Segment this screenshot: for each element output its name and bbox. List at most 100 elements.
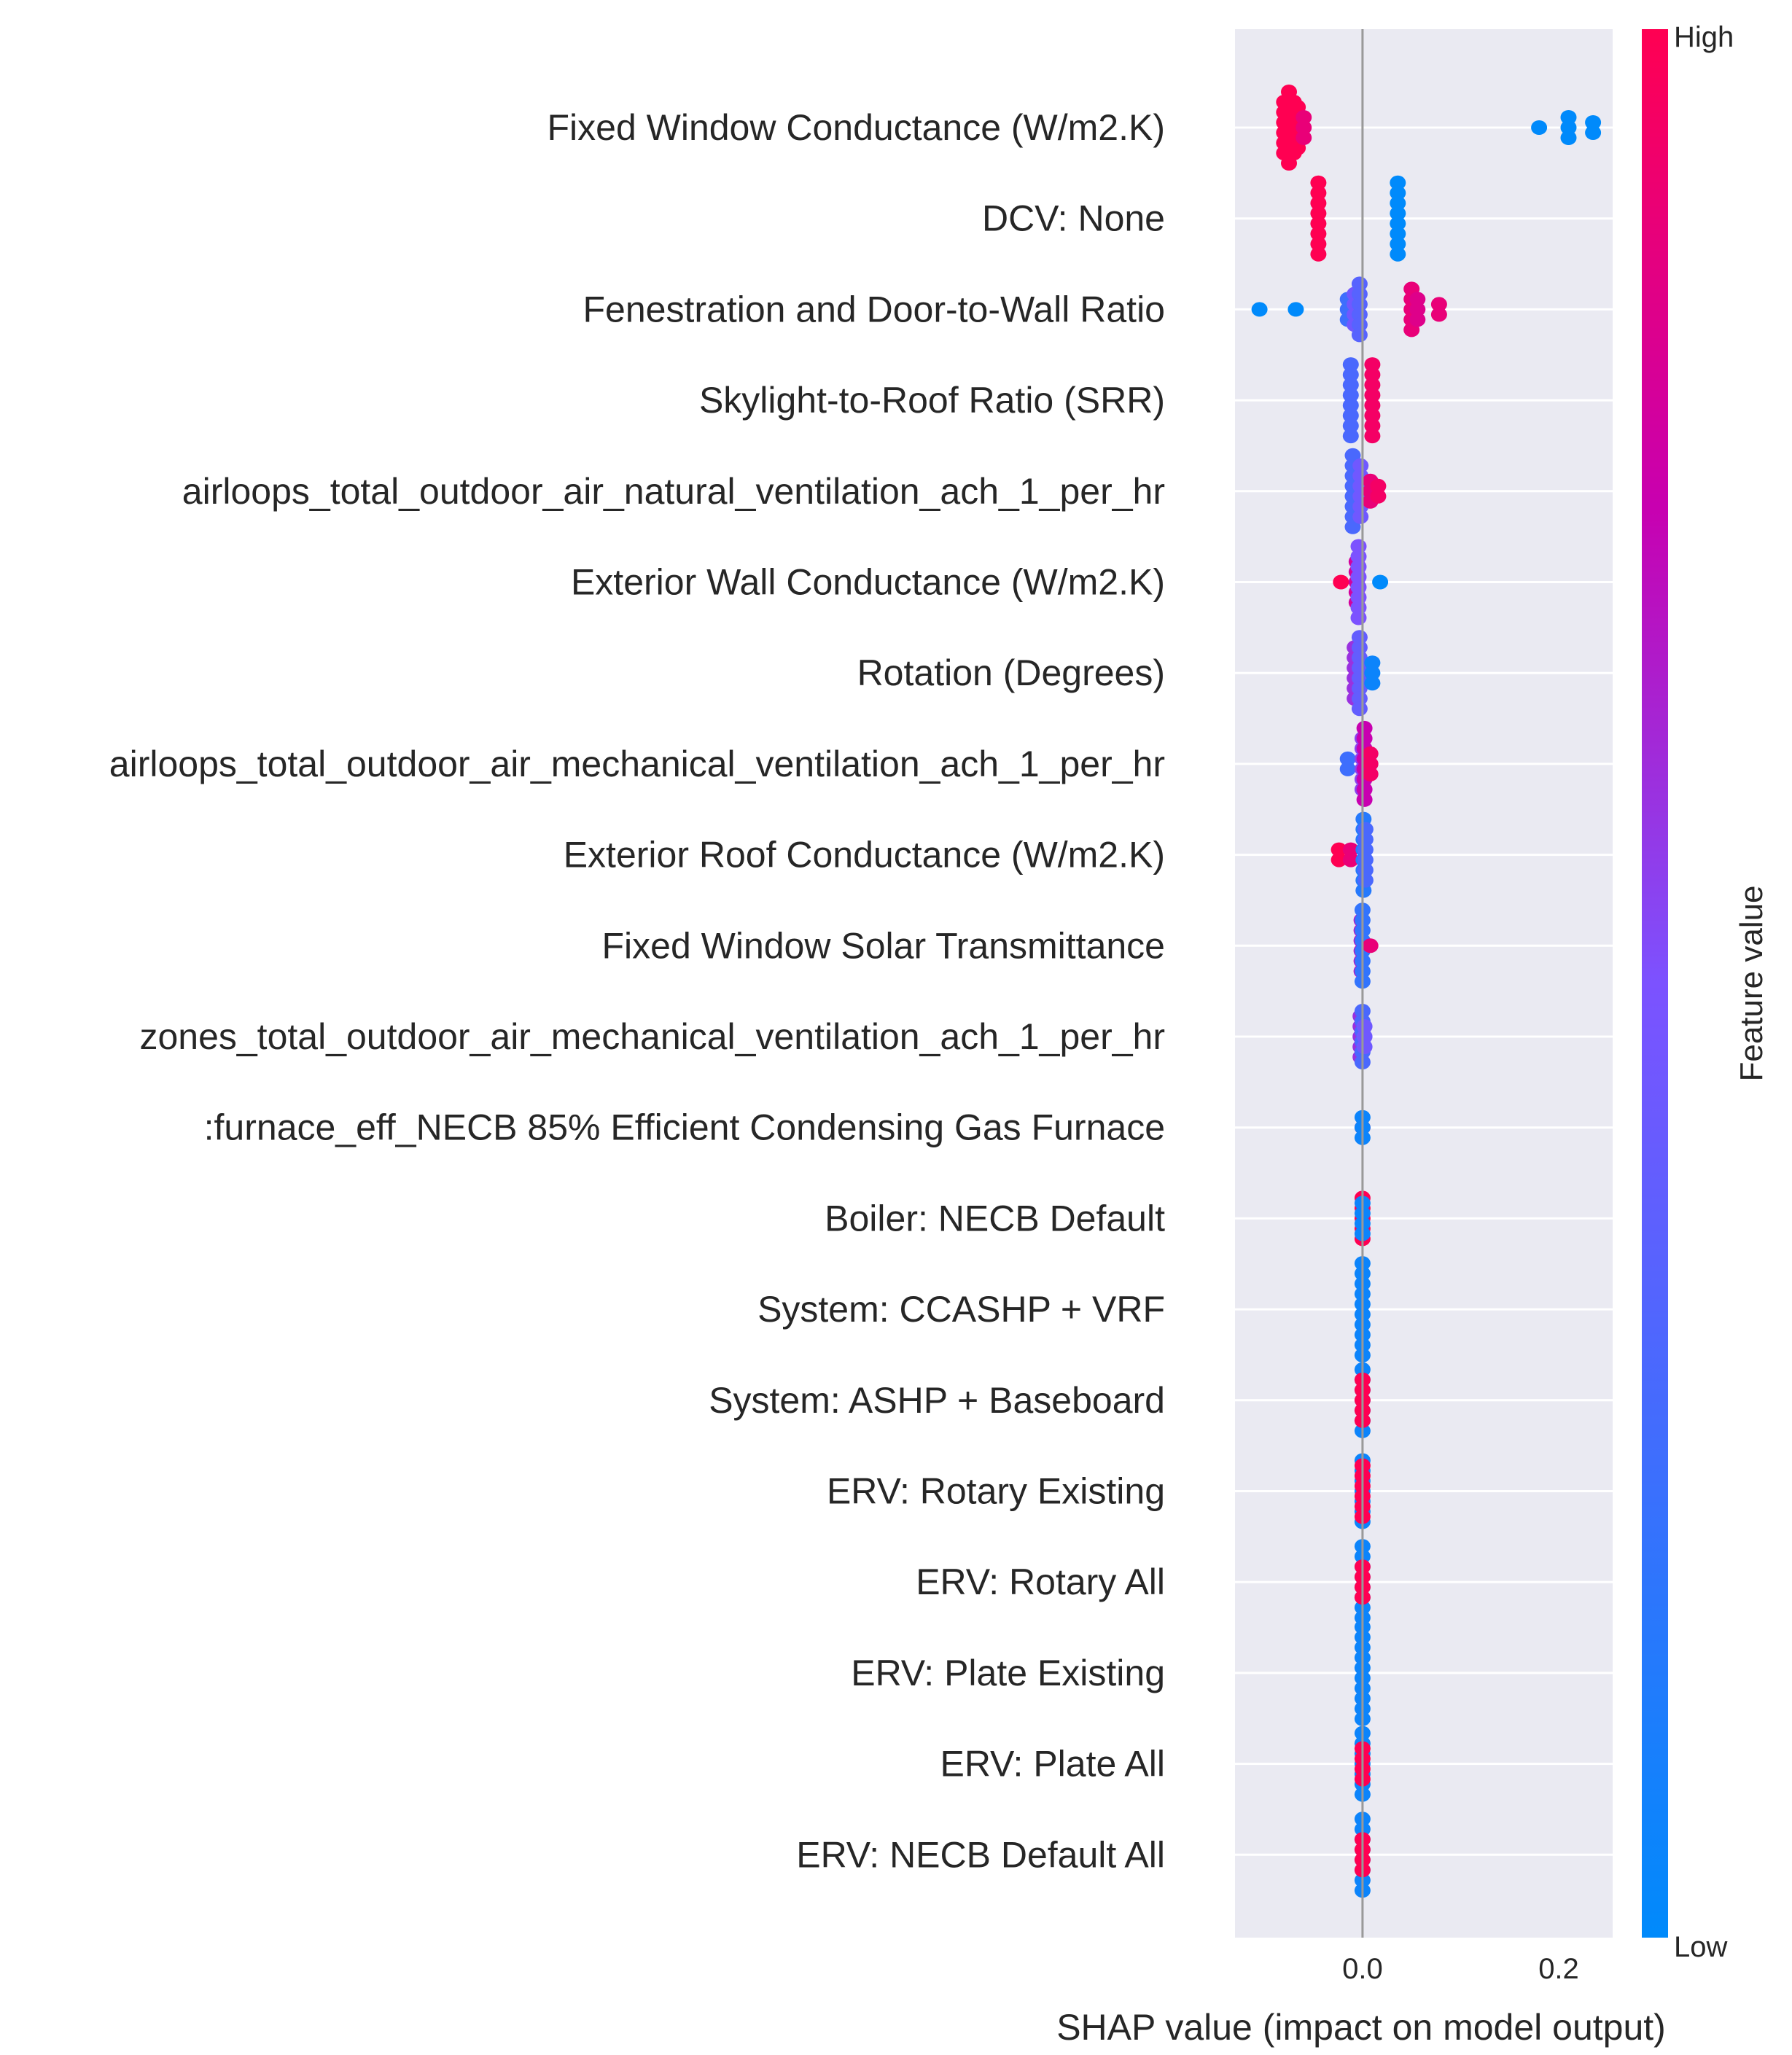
shap-point <box>1364 388 1381 403</box>
shap-point <box>1390 246 1406 262</box>
shap-point <box>1585 125 1602 140</box>
colorbar-high-label: High <box>1674 21 1734 53</box>
shap-point <box>1333 574 1349 590</box>
shap-point <box>1531 120 1548 135</box>
feature-label: ERV: NECB Default All <box>796 1834 1165 1875</box>
shap-point <box>1310 175 1327 190</box>
shap-point <box>1251 302 1268 317</box>
shap-point <box>1585 115 1602 130</box>
shap-point <box>1339 761 1356 776</box>
shap-point <box>1342 388 1359 403</box>
shap-point <box>1344 519 1361 534</box>
shap-point <box>1370 478 1387 494</box>
feature-label: Skylight-to-Roof Ratio (SRR) <box>699 380 1165 421</box>
shap-point <box>1310 246 1327 262</box>
shap-point <box>1310 236 1327 251</box>
shap-point <box>1364 429 1381 444</box>
shap-point <box>1310 206 1327 221</box>
shap-point <box>1356 1029 1373 1044</box>
shap-point <box>1364 655 1381 671</box>
shap-point <box>1390 206 1406 221</box>
shap-point <box>1357 862 1374 878</box>
shap-point <box>1342 852 1359 867</box>
shap-point <box>1364 378 1381 393</box>
shap-point <box>1370 488 1387 504</box>
shap-point <box>1310 216 1327 231</box>
feature-label: Rotation (Degrees) <box>857 652 1165 693</box>
shap-point <box>1364 398 1381 413</box>
shap-point <box>1364 418 1381 434</box>
shap-point <box>1362 746 1379 761</box>
shap-point <box>1344 448 1361 463</box>
feature-label: Exterior Roof Conductance (W/m2.K) <box>564 835 1165 876</box>
shap-point <box>1357 873 1374 888</box>
shap-point <box>1342 378 1359 393</box>
x-axis-title: SHAP value (impact on model output) <box>1056 2007 1666 2048</box>
shap-point <box>1310 195 1327 211</box>
feature-label: :furnace_eff_NECB 85% Efficient Condensi… <box>204 1107 1165 1148</box>
shap-point <box>1356 720 1373 736</box>
shap-point <box>1356 1019 1373 1034</box>
feature-label: Fixed Window Conductance (W/m2.K) <box>547 107 1165 148</box>
shap-point <box>1310 185 1327 200</box>
feature-label: ERV: Plate All <box>940 1744 1166 1785</box>
shap-point <box>1362 938 1379 954</box>
colorbar-title: Feature value <box>1734 885 1769 1081</box>
shap-point <box>1342 408 1359 424</box>
feature-label: airloops_total_outdoor_air_natural_venti… <box>182 471 1165 512</box>
shap-point <box>1342 418 1359 434</box>
shap-point <box>1364 408 1381 424</box>
shap-point <box>1287 302 1304 317</box>
shap-point <box>1364 666 1381 681</box>
shap-point <box>1357 832 1374 847</box>
shap-point <box>1356 1040 1373 1054</box>
shap-point <box>1342 398 1359 413</box>
shap-point <box>1342 429 1359 444</box>
shap-point <box>1331 842 1347 857</box>
feature-label: airloops_total_outdoor_air_mechanical_ve… <box>109 744 1165 784</box>
feature-label: zones_total_outdoor_air_mechanical_venti… <box>139 1016 1165 1057</box>
shap-point <box>1296 110 1312 125</box>
feature-label: Boiler: NECB Default <box>825 1198 1165 1239</box>
x-tick-labels: 0.0 0.2 <box>1342 1953 1579 1985</box>
feature-label: Fixed Window Solar Transmittance <box>601 925 1165 966</box>
shap-point <box>1356 730 1373 746</box>
shap-point <box>1339 751 1356 766</box>
shap-point <box>1560 130 1577 145</box>
shap-point <box>1352 458 1369 473</box>
shap-point <box>1364 676 1381 691</box>
shap-point <box>1296 130 1312 145</box>
shap-point <box>1372 574 1389 590</box>
feature-label: Exterior Wall Conductance (W/m2.K) <box>571 562 1165 603</box>
x-tick-label: 0.0 <box>1342 1953 1383 1985</box>
shap-point <box>1430 297 1447 312</box>
plot-area <box>1235 29 1613 1938</box>
feature-labels: Fixed Window Conductance (W/m2.K) DCV: No… <box>109 107 1165 1875</box>
shap-point <box>1390 195 1406 211</box>
shap-point <box>1342 357 1359 373</box>
shap-point <box>1357 852 1374 867</box>
shap-point <box>1357 842 1374 857</box>
shap-point <box>1350 610 1367 625</box>
shap-point <box>1409 312 1426 327</box>
shap-point <box>1390 185 1406 200</box>
feature-label: System: ASHP + Baseboard <box>709 1380 1165 1421</box>
feature-label: System: CCASHP + VRF <box>757 1289 1165 1330</box>
shap-point <box>1560 120 1577 135</box>
shap-point <box>1390 226 1406 241</box>
colorbar-low-label: Low <box>1674 1931 1727 1963</box>
shap-point <box>1390 236 1406 251</box>
shap-point <box>1409 302 1426 317</box>
shap-point <box>1342 367 1359 383</box>
colorbar <box>1642 29 1668 1938</box>
feature-label: ERV: Rotary Existing <box>827 1471 1165 1512</box>
shap-point <box>1356 792 1373 807</box>
shap-point <box>1352 509 1369 524</box>
x-tick-label: 0.2 <box>1538 1953 1579 1985</box>
shap-point <box>1310 226 1327 241</box>
shap-point <box>1364 357 1381 373</box>
shap-point <box>1364 367 1381 383</box>
feature-label: Fenestration and Door-to-Wall Ratio <box>583 289 1166 329</box>
shap-point <box>1390 175 1406 190</box>
feature-label: DCV: None <box>982 198 1165 239</box>
